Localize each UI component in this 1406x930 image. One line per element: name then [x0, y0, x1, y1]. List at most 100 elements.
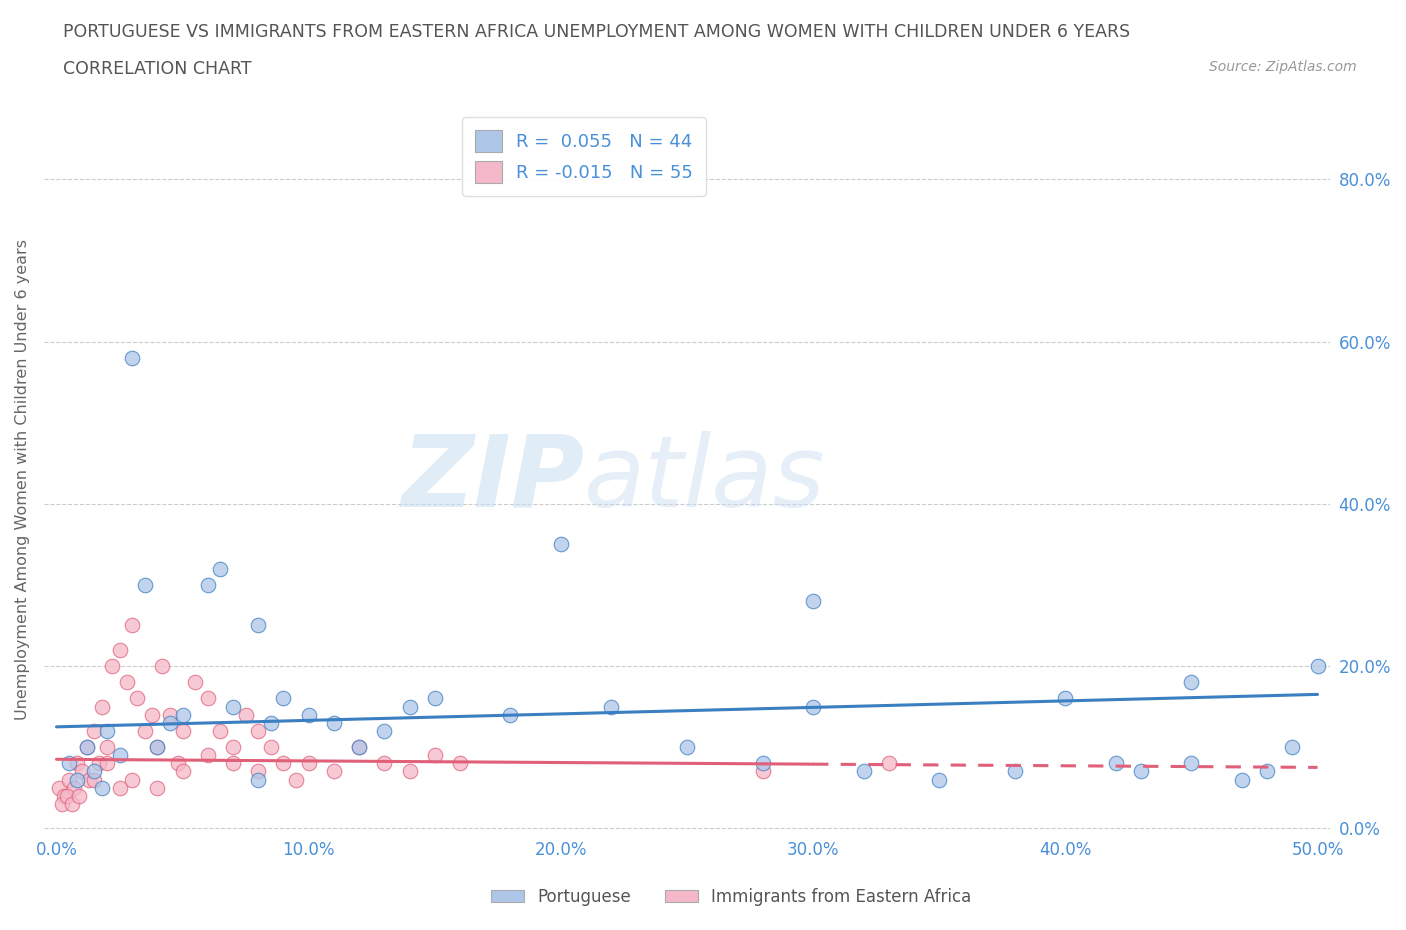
Y-axis label: Unemployment Among Women with Children Under 6 years: Unemployment Among Women with Children U…: [15, 239, 30, 720]
Point: [273, 691, 295, 706]
Point: [134, 578, 156, 592]
Point: [676, 739, 699, 754]
Point: [172, 764, 194, 779]
Point: [801, 699, 824, 714]
Point: [209, 724, 232, 738]
Point: [58, 772, 80, 787]
Point: [172, 707, 194, 722]
Point: [1180, 756, 1202, 771]
Text: atlas: atlas: [583, 431, 825, 528]
Point: [373, 724, 395, 738]
Point: [121, 618, 143, 633]
Text: CORRELATION CHART: CORRELATION CHART: [63, 60, 252, 78]
Point: [1180, 675, 1202, 690]
Point: [108, 748, 131, 763]
Point: [96, 756, 118, 771]
Point: [67, 789, 90, 804]
Point: [197, 578, 219, 592]
Point: [76, 739, 98, 754]
Point: [209, 561, 232, 576]
Point: [197, 748, 219, 763]
Point: [89, 756, 111, 771]
Point: [166, 756, 188, 771]
Point: [1281, 739, 1303, 754]
Point: [499, 707, 522, 722]
Point: [108, 643, 131, 658]
Point: [260, 715, 283, 730]
Text: ZIP: ZIP: [401, 431, 583, 528]
Point: [235, 707, 257, 722]
Point: [159, 707, 181, 722]
Point: [449, 756, 471, 771]
Point: [51, 796, 73, 811]
Point: [146, 780, 169, 795]
Point: [1054, 691, 1077, 706]
Point: [83, 764, 105, 779]
Point: [83, 724, 105, 738]
Point: [141, 707, 163, 722]
Point: [222, 756, 245, 771]
Point: [423, 691, 446, 706]
Point: [63, 780, 86, 795]
Point: [53, 789, 76, 804]
Point: [121, 351, 143, 365]
Point: [247, 618, 270, 633]
Point: [101, 658, 124, 673]
Point: [323, 764, 346, 779]
Point: [285, 772, 308, 787]
Legend: R =  0.055   N = 44, R = -0.015   N = 55: R = 0.055 N = 44, R = -0.015 N = 55: [463, 117, 706, 195]
Point: [108, 780, 131, 795]
Point: [184, 675, 207, 690]
Point: [801, 593, 824, 608]
Legend: Portuguese, Immigrants from Eastern Africa: Portuguese, Immigrants from Eastern Afri…: [484, 881, 979, 912]
Point: [58, 756, 80, 771]
Point: [60, 796, 83, 811]
Point: [1004, 764, 1026, 779]
Point: [127, 691, 149, 706]
Point: [1105, 756, 1128, 771]
Point: [152, 658, 174, 673]
Text: PORTUGUESE VS IMMIGRANTS FROM EASTERN AFRICA UNEMPLOYMENT AMONG WOMEN WITH CHILD: PORTUGUESE VS IMMIGRANTS FROM EASTERN AF…: [63, 23, 1130, 41]
Point: [260, 739, 283, 754]
Point: [96, 724, 118, 738]
Point: [48, 780, 70, 795]
Point: [79, 772, 101, 787]
Point: [172, 724, 194, 738]
Point: [76, 739, 98, 754]
Point: [1230, 772, 1253, 787]
Point: [298, 707, 321, 722]
Point: [373, 756, 395, 771]
Point: [247, 724, 270, 738]
Text: Source: ZipAtlas.com: Source: ZipAtlas.com: [1209, 60, 1357, 74]
Point: [55, 789, 77, 804]
Point: [66, 772, 89, 787]
Point: [159, 715, 181, 730]
Point: [247, 764, 270, 779]
Point: [550, 537, 572, 551]
Point: [83, 772, 105, 787]
Point: [146, 739, 169, 754]
Point: [298, 756, 321, 771]
Point: [751, 756, 773, 771]
Point: [347, 739, 370, 754]
Point: [247, 772, 270, 787]
Point: [877, 756, 900, 771]
Point: [222, 739, 245, 754]
Point: [90, 780, 112, 795]
Point: [423, 748, 446, 763]
Point: [398, 699, 420, 714]
Point: [273, 756, 295, 771]
Point: [96, 739, 118, 754]
Point: [146, 739, 169, 754]
Point: [197, 691, 219, 706]
Point: [115, 675, 138, 690]
Point: [1256, 764, 1278, 779]
Point: [66, 756, 89, 771]
Point: [1306, 658, 1329, 673]
Point: [600, 699, 623, 714]
Point: [347, 739, 370, 754]
Point: [121, 772, 143, 787]
Point: [398, 764, 420, 779]
Point: [1130, 764, 1153, 779]
Point: [134, 724, 156, 738]
